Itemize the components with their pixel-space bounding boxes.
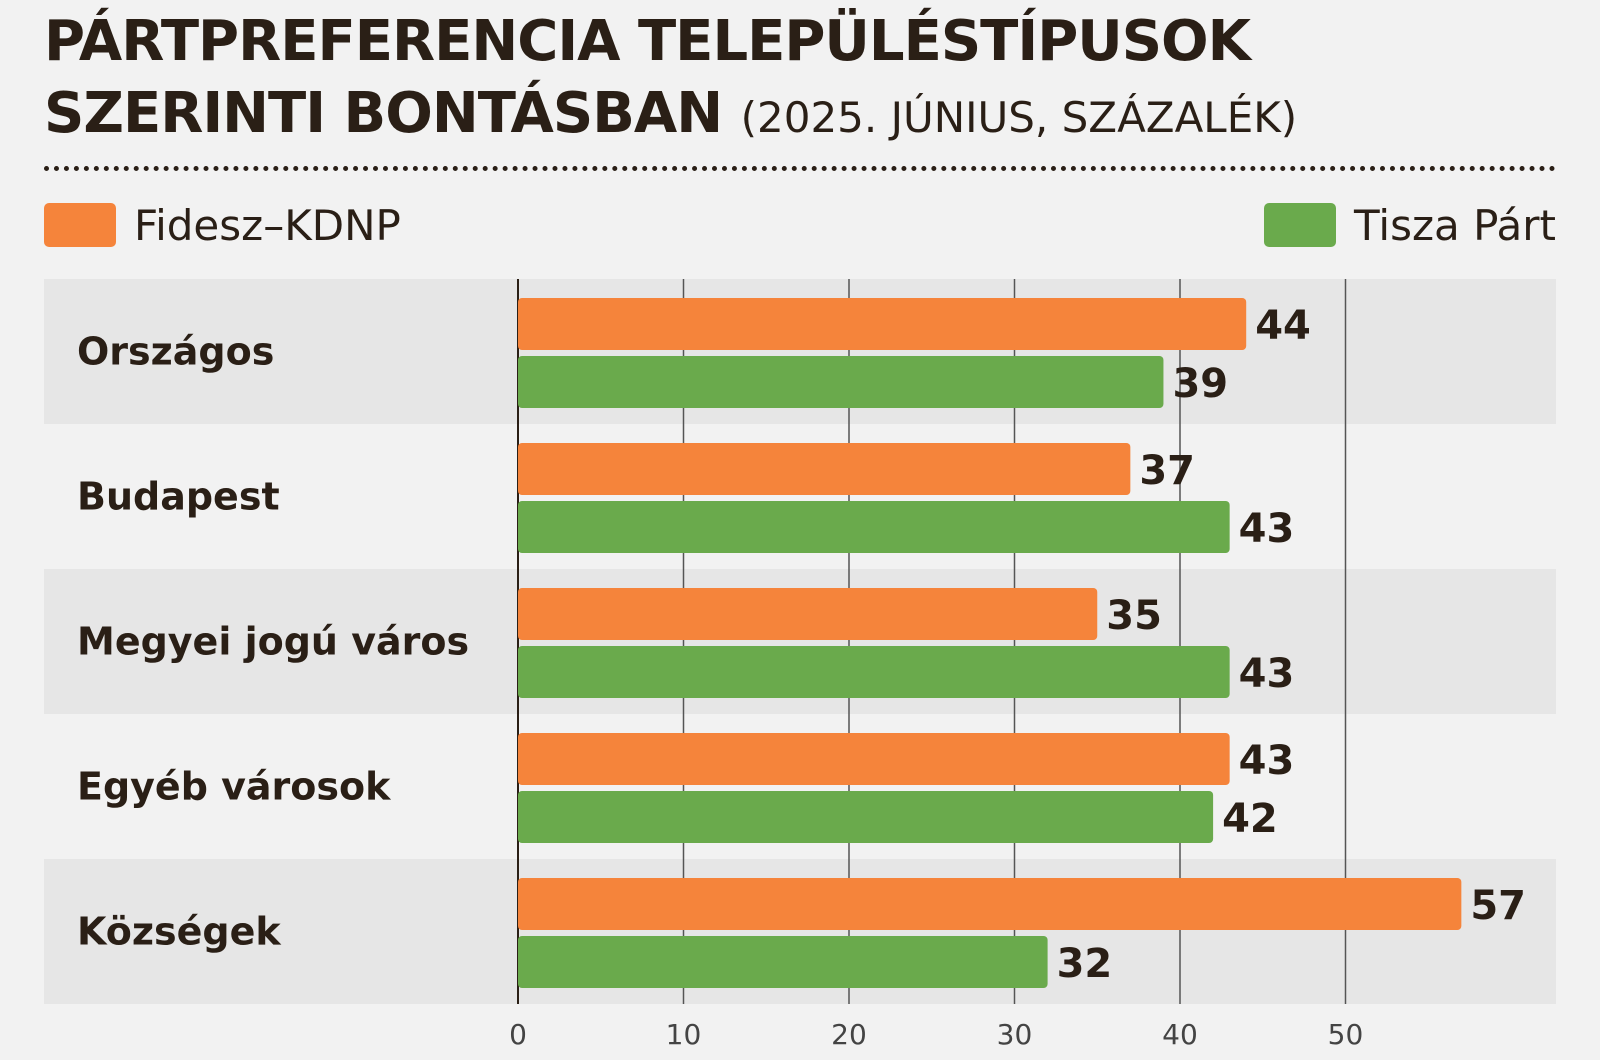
category-label: Országos	[77, 330, 274, 374]
category-label: Budapest	[77, 475, 280, 519]
category-label: Egyéb városok	[77, 765, 391, 809]
bar-fidesz	[518, 298, 1247, 350]
value-label-fidesz: 57	[1470, 883, 1526, 929]
value-label-tisza: 32	[1057, 941, 1113, 987]
legend-tisza-label: Tisza Párt	[1354, 200, 1556, 250]
category-label: Megyei jogú város	[77, 620, 469, 664]
x-tick-label: 10	[666, 1018, 702, 1051]
bar-fidesz	[518, 878, 1462, 930]
category-label: Községek	[77, 910, 281, 954]
x-tick-label: 30	[997, 1018, 1033, 1051]
value-label-fidesz: 37	[1139, 448, 1195, 494]
bar-fidesz	[518, 443, 1131, 495]
legend-tisza-swatch	[1264, 203, 1337, 247]
x-tick-label: 50	[1328, 1018, 1364, 1051]
bar-fidesz	[518, 733, 1230, 785]
chart-subtitle: (2025. JÚNIUS, SZÁZALÉK)	[740, 93, 1298, 142]
bar-tisza	[518, 646, 1230, 698]
chart-title: PÁRTPREFERENCIA TELEPÜLÉSTÍPUSOK SZERINT…	[44, 6, 1564, 154]
title-line-2: SZERINTI BONTÁSBAN (2025. JÚNIUS, SZÁZAL…	[44, 78, 1564, 154]
legend-tisza: Tisza Párt	[1264, 200, 1556, 250]
legend-fidesz: Fidesz–KDNP	[44, 200, 401, 250]
value-label-fidesz: 43	[1239, 738, 1295, 784]
value-label-tisza: 39	[1172, 361, 1228, 407]
x-tick-label: 0	[509, 1018, 527, 1051]
bar-fidesz	[518, 588, 1098, 640]
bar-tisza	[518, 501, 1230, 553]
legend-fidesz-swatch	[44, 203, 116, 247]
value-label-fidesz: 44	[1255, 303, 1311, 349]
value-label-fidesz: 35	[1106, 593, 1162, 639]
title-line-2-text: SZERINTI BONTÁSBAN	[44, 81, 723, 146]
x-tick-label: 20	[831, 1018, 867, 1051]
bar-tisza	[518, 936, 1048, 988]
bar-tisza	[518, 356, 1164, 408]
value-label-tisza: 43	[1239, 651, 1295, 697]
value-label-tisza: 42	[1222, 796, 1278, 842]
bar-tisza	[518, 791, 1214, 843]
value-label-tisza: 43	[1239, 506, 1295, 552]
x-tick-label: 40	[1162, 1018, 1198, 1051]
title-line-1: PÁRTPREFERENCIA TELEPÜLÉSTÍPUSOK	[44, 9, 1251, 74]
dotted-divider	[44, 166, 1556, 171]
legend-fidesz-label: Fidesz–KDNP	[134, 200, 401, 250]
